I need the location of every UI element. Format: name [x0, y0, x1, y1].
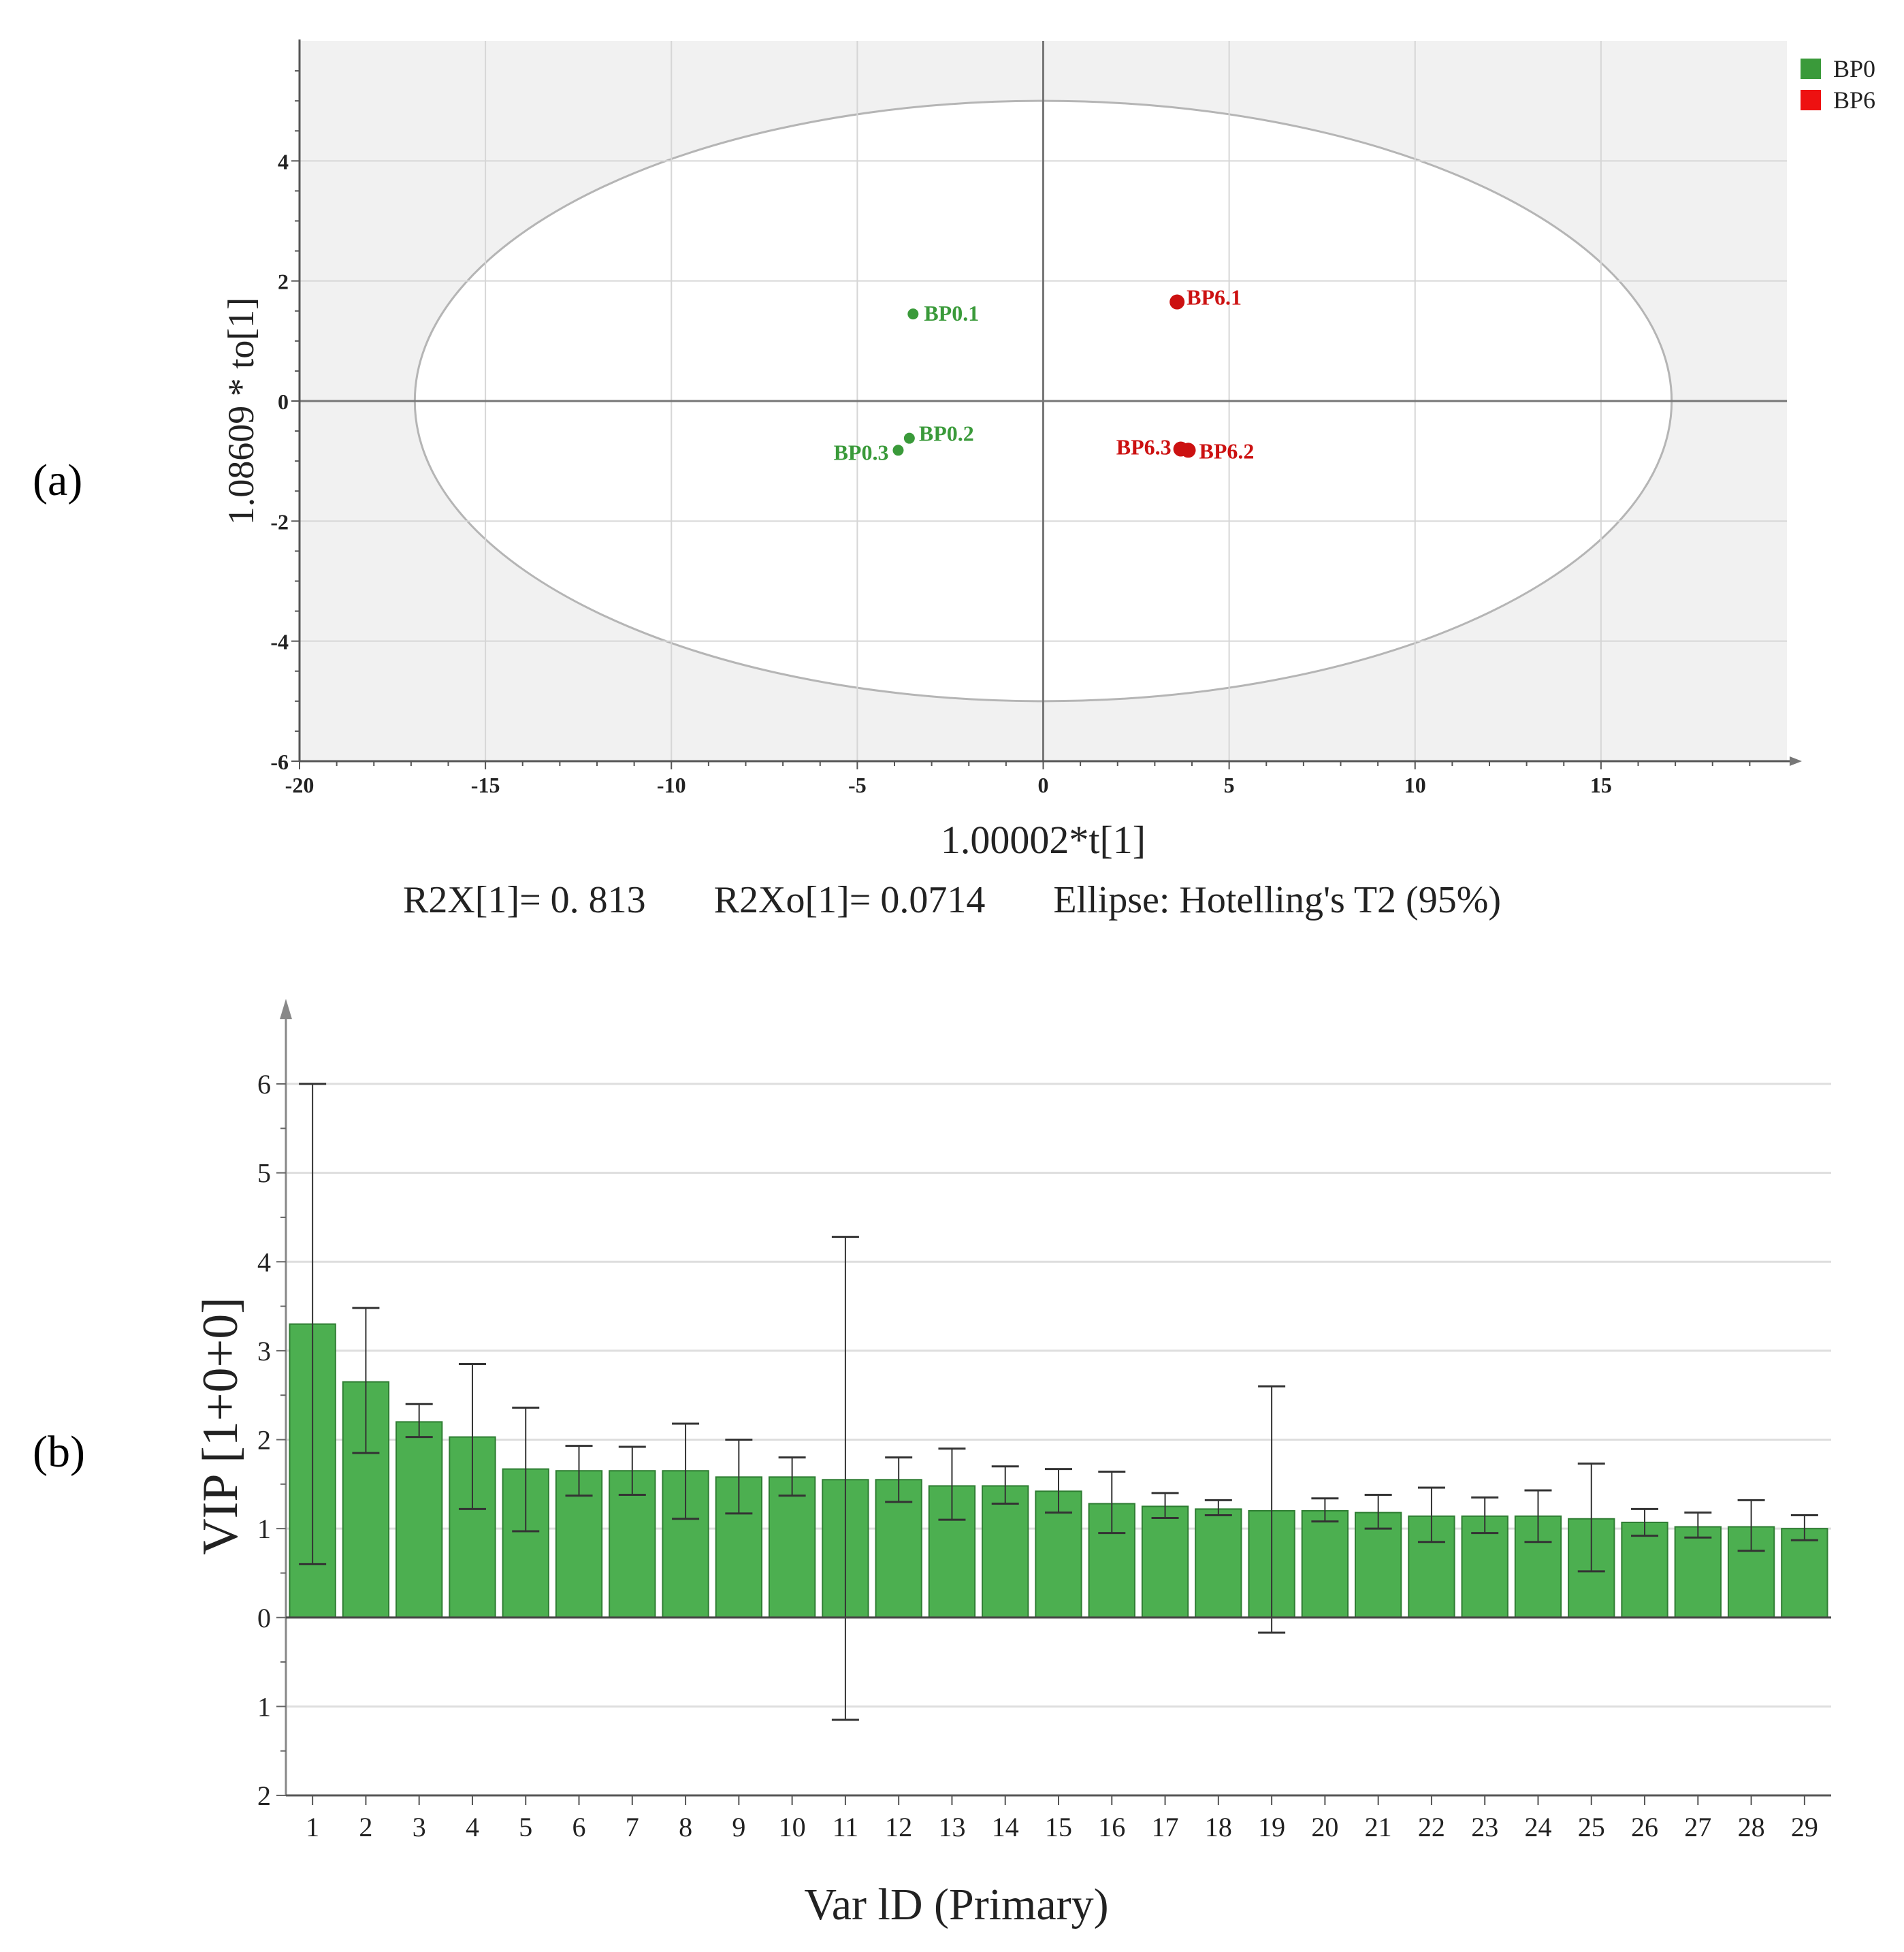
x-tick-label: 3	[413, 1812, 426, 1842]
x-axis-title: Var lD (Primary)	[804, 1880, 1108, 1930]
score-point	[1173, 441, 1189, 457]
point-label: BP0.2	[919, 421, 974, 446]
y-tick-label: 4	[278, 149, 289, 174]
opls-score-plot: -20 -15 -10 -5 0 5 10 15-6-4-20241.00002*t[1]1.…	[221, 39, 1802, 862]
vip-bar	[1781, 1528, 1828, 1618]
vip-bar	[396, 1421, 443, 1618]
x-tick-label: 9	[732, 1812, 745, 1842]
x-tick-label: 21	[1365, 1812, 1392, 1842]
legend-label-bp0: BP0	[1833, 55, 1876, 82]
x-tick-label: 13	[938, 1812, 965, 1842]
panel-b-label: (b)	[33, 1427, 85, 1477]
point-label: BP6.1	[1187, 285, 1242, 310]
y-tick-label: -4	[270, 630, 289, 654]
y-tick-label: 2	[278, 270, 289, 294]
x-tick-label: -15	[471, 773, 500, 797]
x-axis-title: 1.00002*t[1]	[941, 818, 1146, 862]
y-tick-label: 4	[257, 1247, 271, 1277]
point-label: BP0.1	[924, 301, 979, 325]
r2xo-stat: R2Xo[1]= 0.0714	[713, 879, 986, 921]
vip-bar	[1674, 1526, 1722, 1618]
x-tick-label: 24	[1524, 1812, 1551, 1842]
x-tick-label: 10	[779, 1812, 806, 1842]
legend-swatch-bp6	[1801, 90, 1821, 110]
y-tick-label: 0	[257, 1603, 271, 1633]
panel-a-label: (a)	[33, 455, 83, 505]
x-tick-label: 14	[992, 1812, 1019, 1842]
y-tick-label: 1	[257, 1691, 271, 1722]
x-tick-label: 20	[1311, 1812, 1338, 1842]
y-axis-title: 1.08609 * to[1]	[221, 298, 261, 525]
score-point	[892, 445, 904, 456]
legend-item-bp6: BP6	[1801, 86, 1875, 114]
y-axis-title: VIP [1+0+0]	[193, 1297, 248, 1555]
x-tick-label: 23	[1471, 1812, 1498, 1842]
legend-label-bp6: BP6	[1833, 86, 1876, 114]
x-tick-label: 1	[306, 1812, 319, 1842]
vip-bar	[1301, 1510, 1349, 1618]
x-tick-label: 8	[679, 1812, 692, 1842]
y-tick-label: 1	[257, 1514, 271, 1544]
x-tick-label: 16	[1098, 1812, 1125, 1842]
vip-bar	[768, 1476, 816, 1618]
x-tick-label: 0	[1038, 773, 1049, 797]
y-tick-label: 0	[278, 389, 289, 414]
x-tick-label: 29	[1791, 1812, 1818, 1842]
x-tick-label: 6	[572, 1812, 586, 1842]
vip-bar	[1141, 1505, 1189, 1618]
x-tick-label: 7	[626, 1812, 639, 1842]
x-tick-label: 25	[1578, 1812, 1605, 1842]
x-tick-label: 28	[1738, 1812, 1765, 1842]
y-tick-label: 3	[257, 1336, 271, 1366]
x-tick-label: 15	[1045, 1812, 1072, 1842]
x-tick-label: 12	[885, 1812, 912, 1842]
x-axis-arrow	[1790, 756, 1802, 766]
score-point	[903, 432, 915, 444]
y-axis-arrow	[280, 999, 292, 1019]
x-tick-label: 26	[1631, 1812, 1658, 1842]
x-tick-label: 10	[1404, 773, 1426, 797]
x-tick-label: 27	[1684, 1812, 1711, 1842]
point-label: BP6.3	[1116, 435, 1172, 460]
x-tick-label: 5	[519, 1812, 532, 1842]
y-tick-label: 2	[257, 1425, 271, 1456]
x-tick-label: -10	[657, 773, 686, 797]
y-tick-label: -2	[270, 509, 289, 534]
vip-bar	[982, 1485, 1029, 1618]
x-tick-label: 2	[359, 1812, 372, 1842]
score-point	[1169, 294, 1185, 310]
vip-bar	[1354, 1511, 1402, 1618]
y-tick-label: 2	[257, 1780, 271, 1811]
x-tick-label: 5	[1224, 773, 1235, 797]
x-tick-label: 19	[1258, 1812, 1285, 1842]
y-tick-label: -6	[270, 750, 289, 774]
score-point	[907, 308, 919, 320]
y-tick-label: 6	[257, 1069, 271, 1100]
x-tick-label: -20	[285, 773, 314, 797]
x-tick-label: 22	[1418, 1812, 1445, 1842]
ellipse-stat: Ellipse: Hotelling's T2 (95%)	[1053, 879, 1501, 921]
vip-bar	[1195, 1508, 1242, 1618]
legend-item-bp0: BP0	[1801, 54, 1875, 83]
y-tick-label: 5	[257, 1158, 271, 1189]
x-tick-label: 17	[1152, 1812, 1179, 1842]
point-label: BP0.3	[834, 440, 889, 464]
legend-swatch-bp0	[1801, 59, 1821, 79]
vip-bar	[1621, 1521, 1668, 1618]
x-tick-label: 18	[1205, 1812, 1232, 1842]
x-tick-label: -5	[848, 773, 867, 797]
point-label: BP6.2	[1199, 438, 1255, 463]
r2x-stat: R2X[1]= 0. 813	[403, 879, 646, 921]
x-tick-label: 4	[466, 1812, 479, 1842]
model-statistics: R2X[1]= 0. 813 R2Xo[1]= 0.0714 Ellipse: Ho…	[0, 878, 1904, 922]
vip-bar	[502, 1468, 549, 1618]
x-tick-label: 11	[833, 1812, 859, 1842]
x-tick-label: 15	[1590, 773, 1612, 797]
